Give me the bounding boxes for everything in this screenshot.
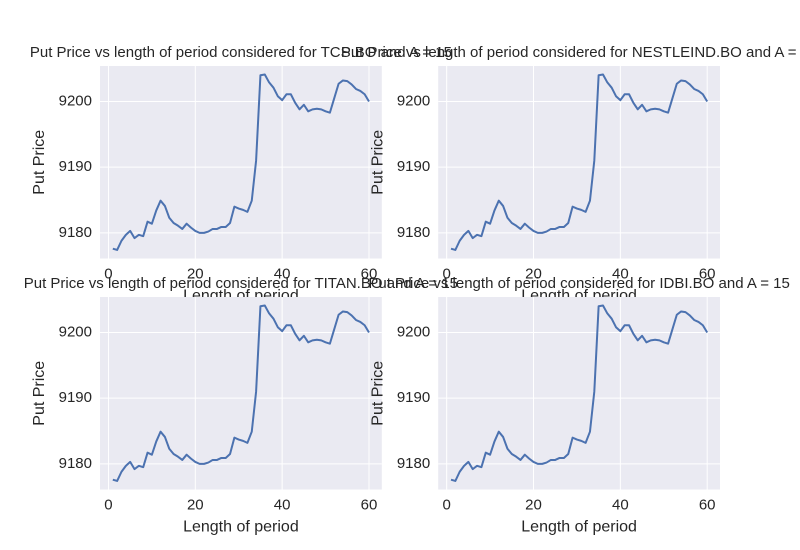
chart-title: Put Price vs length of period considered… <box>30 44 452 61</box>
x-tick-label: 0 <box>442 265 450 282</box>
y-axis-label: Put Price <box>31 361 48 426</box>
x-tick-label: 60 <box>699 496 716 513</box>
x-axis-label: Length of period <box>183 519 299 536</box>
y-tick-label: 9180 <box>397 455 430 472</box>
x-tick-label: 20 <box>525 496 542 513</box>
y-tick-label: 9190 <box>397 158 430 175</box>
x-tick-label: 20 <box>187 265 204 282</box>
y-axis-label: Put Price <box>369 361 386 426</box>
x-tick-label: 0 <box>104 496 112 513</box>
x-tick-label: 40 <box>274 496 291 513</box>
y-tick-label: 9180 <box>397 224 430 241</box>
plot-area <box>438 66 720 259</box>
x-tick-label: 60 <box>361 496 378 513</box>
y-tick-label: 9200 <box>397 323 430 340</box>
data-line <box>450 73 709 251</box>
data-line <box>450 304 709 482</box>
x-tick-label: 0 <box>104 265 112 282</box>
title-layer: Put Price vs length of period considered… <box>24 44 800 292</box>
x-tick-label: 60 <box>699 265 716 282</box>
subplot: 0 20 40 60 9180 9190 9200 Length of period Put P… <box>369 297 720 536</box>
y-tick-label: 9190 <box>397 389 430 406</box>
chart-title: Put Price vs length of period considered… <box>368 275 790 292</box>
plot-area <box>438 297 720 490</box>
x-tick-label: 40 <box>612 265 629 282</box>
y-tick-label: 9190 <box>59 158 92 175</box>
y-axis-label: Put Price <box>31 130 48 195</box>
plot-area <box>100 297 382 490</box>
data-line <box>112 73 370 251</box>
chart-title: Put Price vs length of period considered… <box>341 44 800 61</box>
y-tick-label: 9200 <box>397 92 430 109</box>
data-line <box>112 304 370 482</box>
x-tick-label: 40 <box>274 265 291 282</box>
y-tick-label: 9200 <box>59 323 92 340</box>
subplot: 0 20 40 60 9180 9190 9200 Length of period Put P… <box>31 297 382 536</box>
y-tick-label: 9200 <box>59 92 92 109</box>
x-tick-label: 60 <box>361 265 378 282</box>
chart-title: Put Price vs length of period considered… <box>24 275 458 292</box>
y-tick-label: 9180 <box>59 455 92 472</box>
x-tick-label: 0 <box>442 496 450 513</box>
x-tick-label: 20 <box>525 265 542 282</box>
plot-area <box>100 66 382 259</box>
x-tick-label: 40 <box>612 496 629 513</box>
x-axis-label: Length of period <box>521 519 637 536</box>
y-tick-label: 9190 <box>59 389 92 406</box>
axes-layer: 0 20 40 60 9180 9190 9200 Length of period Put P… <box>31 66 720 536</box>
y-axis-label: Put Price <box>369 130 386 195</box>
y-tick-label: 9180 <box>59 224 92 241</box>
x-tick-label: 20 <box>187 496 204 513</box>
